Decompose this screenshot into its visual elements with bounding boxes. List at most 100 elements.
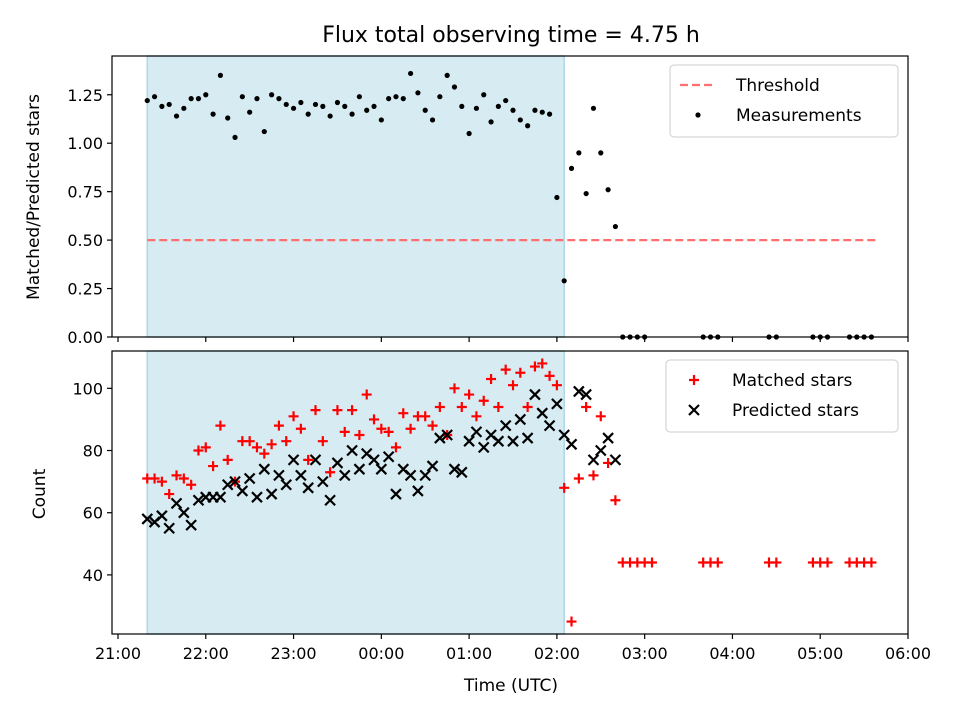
y-tick-label: 40 [83,566,103,585]
matched-stars-point [390,442,401,453]
matched-stars-point [193,445,204,456]
measurement-point [261,128,267,135]
measurement-point [378,117,384,123]
predicted-stars-point [324,494,336,507]
measurement-point [283,101,289,108]
predicted-stars-point [565,438,578,451]
predicted-stars-point [309,454,322,466]
predicted-stars-point [251,491,263,503]
measurement-point [356,94,362,100]
legend-label: Matched stars [732,371,852,391]
measurements-panel: 0.00 0.25 0.50 0.75 1.00 1.25 Threshold Measure… [67,55,909,347]
measurement-point [525,123,531,129]
measurement-point [561,278,567,284]
predicted-stars-point [243,472,256,485]
predicted-stars-point [470,426,483,438]
predicted-stars-point [273,469,285,482]
measurement-point [210,111,216,117]
legend: Matched stars Predicted stars [665,359,899,433]
legend: Threshold Measurements [669,64,899,138]
predicted-stars-point [404,469,417,482]
matched-stars-point [464,389,475,400]
matched-stars-point [303,454,314,465]
axes-frame [111,350,909,635]
measurement-point [415,90,421,96]
measurement-point [429,117,436,123]
matched-stars-point [566,616,577,627]
matched-stars-point [332,405,343,416]
predicted-stars-point [558,429,570,441]
predicted-stars-point [287,454,300,466]
measurement-point [305,111,311,117]
predicted-stars-point [317,475,329,488]
measurement-point [473,105,480,111]
matched-stars-point [266,439,277,450]
matched-stars-point [434,401,445,412]
measurement-point [517,117,523,123]
matched-stars-point [208,461,219,472]
matched-stars-point [376,423,387,434]
matched-stars-point [171,470,182,481]
predicted-stars-point [514,413,527,426]
matched-stars-point [339,426,350,437]
measurement-point [181,105,187,111]
matched-stars-point [529,361,540,372]
predicted-stars-point [192,494,205,507]
matched-stars-point [822,557,833,568]
predicted-stars-point [236,485,249,497]
y-tick-label: 100 [72,379,103,398]
measurement-point [466,130,472,137]
matched-stars-point [317,436,328,447]
matched-stars-point [712,557,723,568]
matched-stars-point [244,436,255,447]
axes-frame [111,55,909,338]
matched-stars-point [537,358,548,369]
measurement-point [598,150,604,156]
predicted-stars-point [587,454,600,466]
x-tick-label: 21:00 [95,644,141,663]
measurement-point [334,99,341,106]
matched-stars-point [222,454,233,465]
matched-stars-point [500,364,511,375]
matched-stars-point [427,420,438,431]
counts-panel: 40 60 80 100 21:00 22:00 23:00 00:00 01:00 02:00 0… [72,350,931,663]
measurement-point [312,101,319,108]
measurement-point [546,111,553,117]
matched-stars-point [551,380,562,391]
matched-stars-point [866,557,877,568]
predicted-stars-point [521,432,534,444]
measurement-point [225,115,231,121]
observing-window-shade [146,55,565,338]
measurement-point [568,165,575,171]
measurement-point [247,109,253,115]
predicted-stars-point [477,441,490,454]
matched-stars-point [559,482,570,493]
legend-label: Threshold [735,76,820,96]
measurement-point [320,103,326,109]
predicted-stars-point [185,519,197,531]
matched-stars-point [369,414,380,425]
measurement-point [539,109,545,115]
predicted-stars-point [141,513,154,525]
measurement-point [481,92,487,98]
measurement-point [422,107,428,113]
matched-stars-point [771,557,782,568]
predicted-stars-point [412,485,424,497]
predicted-stars-point [580,388,592,401]
chart-title: Flux total observing time = 4.75 h [322,23,700,48]
predicted-stars-point [265,488,278,500]
matched-stars-point [405,423,416,434]
measurement-point [290,105,297,111]
predicted-stars-point [573,385,585,398]
predicted-stars-point [536,407,549,419]
matched-stars-point [478,395,489,406]
predicted-stars-point [163,522,175,535]
matched-stars-point [295,423,306,434]
y-tick-label: 0.25 [67,280,103,299]
x-tick-label: 22:00 [183,644,229,663]
predicted-stars-point [448,463,461,475]
measurement-point [144,97,150,104]
measurement-point [576,150,582,156]
predicted-stars-point [507,435,519,447]
predicted-stars-point [441,429,453,441]
